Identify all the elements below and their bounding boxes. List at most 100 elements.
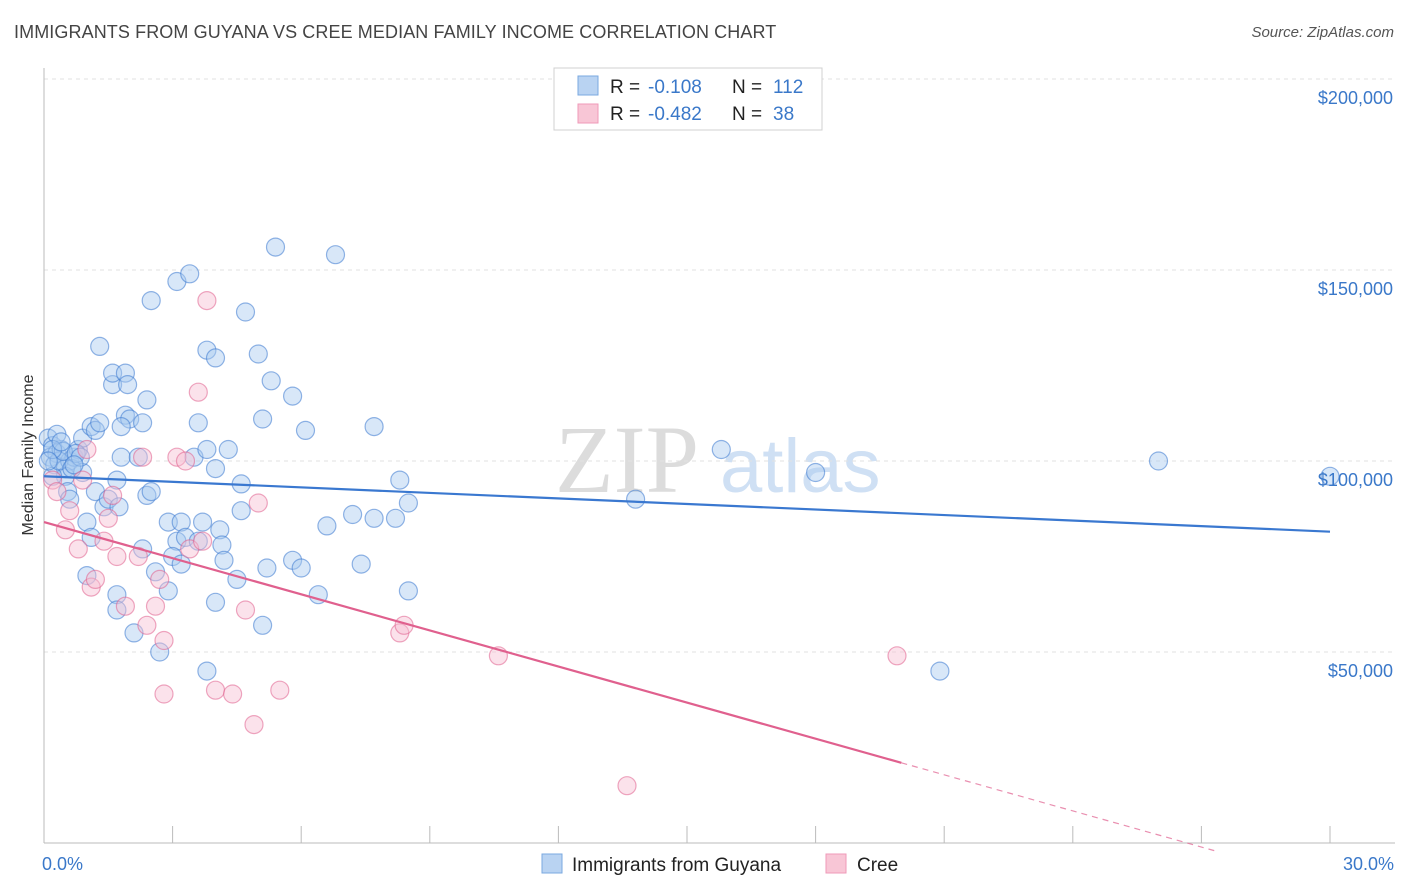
- guyana-point-56: [351, 554, 371, 574]
- legend-r-label-1: R =: [610, 77, 640, 98]
- guyana-point-44: [212, 535, 232, 555]
- guyana-point-54: [291, 558, 311, 578]
- cree-point-30: [248, 493, 268, 513]
- guyana-point-87: [205, 459, 226, 479]
- cree-point-4: [68, 539, 88, 559]
- guyana-point-77: [253, 409, 273, 429]
- correlation-legend: R = -0.108 N = 112 R = -0.482 N = 38: [553, 67, 823, 131]
- cree-trend-extension: [901, 762, 1215, 852]
- guyana-point-111: [64, 455, 84, 475]
- legend-r-value-1: -0.108: [648, 77, 702, 98]
- cree-point-11: [102, 485, 123, 505]
- legend-n-label-1: N =: [732, 77, 762, 98]
- cree-point-29: [235, 600, 256, 620]
- guyana-point-55: [308, 585, 328, 605]
- guyana-point-38: [171, 512, 191, 532]
- y-tick-label-50k: $50,000: [1328, 661, 1393, 681]
- guyana-point-64: [150, 642, 170, 662]
- cree-point-19: [154, 630, 174, 651]
- cree-point-17: [145, 596, 166, 616]
- guyana-point-92: [385, 508, 406, 528]
- cree-point-3: [60, 501, 80, 521]
- guyana-point-51: [227, 569, 247, 590]
- cree-point-22: [175, 451, 196, 471]
- y-tick-label-150k: $150,000: [1318, 279, 1393, 299]
- legend-n-label-2: N =: [732, 104, 762, 125]
- y-tick-label-200k: $200,000: [1318, 88, 1393, 108]
- guyana-point-96: [711, 439, 731, 460]
- guyana-point-100: [1320, 466, 1340, 486]
- guyana-point-84: [197, 439, 217, 460]
- cree-point-32: [270, 680, 290, 700]
- guyana-point-109: [38, 451, 58, 471]
- chart-title: IMMIGRANTS FROM GUYANA VS CREE MEDIAN FA…: [14, 22, 777, 42]
- guyana-point-80: [265, 237, 286, 257]
- cree-point-10: [98, 508, 118, 528]
- guyana-point-74: [235, 302, 256, 322]
- guyana-point-18: [90, 336, 110, 356]
- guyana-point-106: [70, 447, 91, 467]
- cree-point-36: [617, 776, 637, 796]
- legend-r-value-2: -0.482: [648, 104, 702, 125]
- guyana-point-93: [390, 470, 410, 490]
- guyana-point-66: [253, 615, 273, 635]
- guyana-point-23: [117, 375, 138, 395]
- guyana-point-88: [231, 501, 251, 521]
- guyana-point-43: [210, 520, 230, 540]
- guyana-point-52: [257, 558, 277, 578]
- axes: [43, 68, 1395, 844]
- legend-swatch-guyana: [577, 75, 599, 96]
- cree-point-27: [205, 680, 226, 700]
- cree-point-24: [188, 382, 208, 402]
- guyana-point-39: [193, 512, 213, 532]
- legend-swatch-cree: [577, 103, 599, 124]
- y-axis-title: Median Family Income: [20, 374, 37, 535]
- legend-box: [553, 67, 823, 131]
- cree-point-28: [223, 684, 243, 704]
- guyana-point-90: [343, 504, 363, 525]
- guyana-point-81: [325, 245, 346, 265]
- guyana-point-98: [930, 661, 950, 681]
- guyana-point-67: [197, 661, 217, 681]
- cree-point-26: [197, 291, 217, 311]
- guyana-point-71: [188, 413, 208, 433]
- x-tick-label-min: 0.0%: [42, 854, 83, 874]
- legend-n-value-2: 38: [773, 104, 794, 125]
- guyana-point-89: [317, 516, 337, 536]
- y-tick-label-100k: $100,000: [1318, 470, 1393, 490]
- guyana-point-45: [77, 512, 97, 532]
- guyana-point-94: [398, 493, 418, 513]
- cree-point-31: [244, 714, 264, 735]
- cree-point-16: [137, 615, 157, 635]
- guyana-point-68: [141, 291, 161, 311]
- guyana-point-36: [141, 482, 161, 502]
- cree-point-15: [133, 447, 153, 467]
- guyana-point-29: [128, 447, 148, 467]
- guyana-point-28: [111, 447, 131, 467]
- bottom-legend-label-cree: Cree: [857, 855, 898, 876]
- guyana-point-79: [295, 420, 316, 440]
- cree-point-37: [887, 646, 907, 666]
- guyana-point-91: [364, 508, 384, 528]
- cree-point-13: [115, 596, 136, 616]
- guyana-point-78: [283, 386, 303, 406]
- guyana-point-11: [57, 482, 78, 502]
- cree-point-20: [154, 684, 174, 704]
- cree-point-6: [77, 439, 97, 460]
- watermark-atlas: atlas: [720, 424, 881, 509]
- series-cree-points: [42, 291, 907, 796]
- guyana-point-25: [111, 417, 131, 437]
- gridlines: [44, 78, 1395, 653]
- cree-point-1: [47, 482, 67, 502]
- series-legend: Immigrants from Guyana Cree: [541, 853, 898, 876]
- guyana-point-75: [248, 344, 268, 364]
- guyana-point-82: [364, 417, 384, 437]
- guyana-point-50: [214, 550, 234, 570]
- guyana-point-57: [398, 581, 418, 601]
- guyana-point-22: [115, 363, 136, 383]
- cree-point-8: [85, 569, 106, 590]
- guyana-point-19: [102, 375, 123, 395]
- cree-point-25: [193, 531, 213, 551]
- bottom-legend-swatch-cree: [825, 853, 847, 874]
